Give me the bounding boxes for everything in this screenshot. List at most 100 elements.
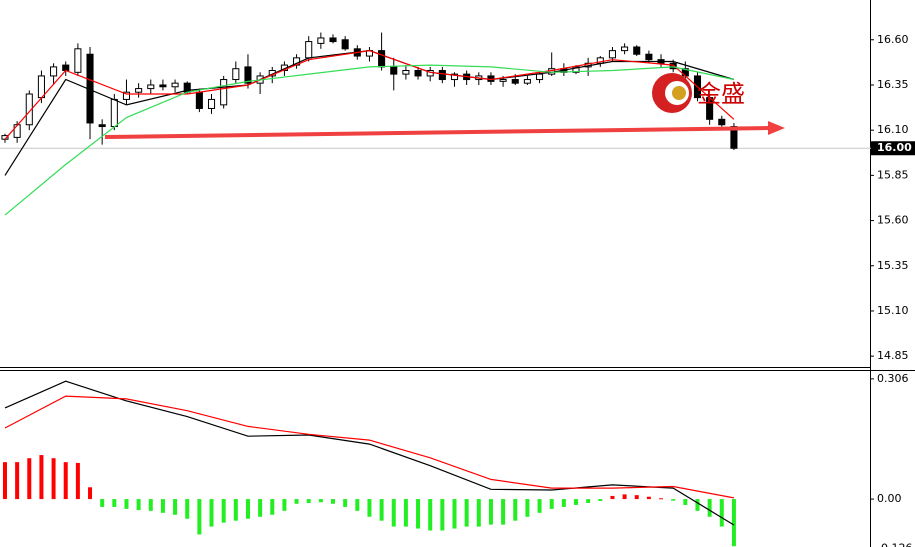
y-tick-label: 15.35: [877, 259, 909, 272]
trend-arrow: [104, 121, 785, 139]
candle-body: [171, 82, 179, 88]
histogram-bar: [731, 499, 736, 547]
candle-body: [390, 66, 398, 75]
histogram-bar: [367, 499, 372, 517]
moving-average: [4, 49, 735, 140]
y-tick-label: 16.35: [877, 78, 909, 91]
y-tick-label: 15.85: [877, 168, 909, 181]
histogram-bar: [136, 499, 141, 511]
histogram-bar: [294, 499, 299, 504]
histogram-bar: [148, 499, 153, 511]
histogram-bar: [659, 498, 664, 500]
candle-body: [621, 46, 629, 52]
candle-body: [98, 124, 106, 128]
candle-body: [608, 50, 616, 59]
histogram-bar: [282, 499, 287, 511]
histogram-bar: [270, 499, 275, 515]
histogram-bar: [428, 499, 433, 531]
histogram-bar: [671, 499, 676, 501]
histogram-bar: [88, 487, 93, 500]
candle-body: [718, 118, 726, 126]
histogram-bar: [343, 499, 348, 507]
candle-body: [244, 66, 252, 84]
histogram-bar: [695, 499, 700, 511]
histogram-bar: [476, 499, 481, 527]
candle-body: [232, 68, 240, 81]
histogram-bar: [318, 499, 323, 503]
candle-body: [341, 39, 349, 50]
histogram-bar: [634, 495, 639, 500]
candle-body: [220, 79, 228, 106]
histogram-bar: [124, 499, 129, 509]
histogram-bar: [403, 499, 408, 527]
candle-body: [633, 46, 641, 55]
candle-body: [572, 66, 580, 73]
candle-body: [438, 70, 446, 81]
histogram-bar: [233, 499, 238, 521]
candle-body: [523, 79, 531, 84]
histogram-bar: [160, 499, 165, 513]
histogram-bar: [331, 499, 336, 504]
candle-body: [110, 98, 118, 128]
y-tick-label: 15.10: [877, 304, 909, 317]
histogram-bar: [416, 499, 421, 529]
candle-body: [207, 98, 216, 109]
candle-body: [147, 84, 155, 90]
candle-body: [195, 91, 203, 109]
y-tick-label: 0.00: [877, 492, 902, 505]
histogram-bar: [197, 499, 202, 535]
histogram-bar: [51, 458, 56, 500]
histogram-bar: [610, 495, 615, 500]
candle-body: [62, 64, 70, 72]
histogram-bar: [683, 499, 688, 505]
candle-body: [378, 50, 386, 68]
histogram-bar: [2, 462, 7, 500]
histogram-bar: [15, 462, 20, 500]
histogram-bar: [173, 499, 178, 515]
y-tick-label: 14.85: [877, 349, 909, 362]
last-price-box: [871, 141, 915, 156]
candle-body: [50, 66, 58, 77]
candle-body: [13, 124, 21, 138]
macd-line: [4, 380, 735, 526]
candle-body: [159, 84, 167, 88]
candle-body: [305, 41, 313, 59]
candle-body: [414, 70, 422, 77]
histogram-bar: [622, 494, 627, 500]
macd-line: [4, 395, 735, 499]
histogram-bar: [63, 462, 68, 500]
histogram-bar: [379, 499, 384, 521]
histogram-bar: [209, 499, 214, 527]
histogram-bar: [488, 499, 493, 525]
y-tick-label: 15.60: [877, 214, 909, 227]
candle-body: [499, 79, 507, 82]
candle-body: [511, 79, 519, 84]
histogram-bar: [719, 499, 724, 527]
histogram-bar: [598, 499, 603, 502]
candle-body: [402, 70, 410, 75]
watermark: 金盛: [697, 80, 745, 108]
histogram-bar: [112, 499, 117, 507]
histogram-bar: [391, 499, 396, 527]
histogram-bar: [537, 499, 542, 513]
candle-body: [1, 135, 9, 140]
histogram-bar: [245, 499, 250, 519]
histogram-bar: [452, 499, 457, 529]
histogram-bar: [646, 496, 651, 500]
candle-body: [669, 62, 677, 70]
candle-body: [37, 75, 45, 99]
candle-body: [329, 37, 337, 43]
y-tick-label: 16.10: [877, 123, 909, 136]
histogram-bar: [258, 499, 263, 517]
y-tick-label: 16.60: [877, 33, 909, 46]
histogram-bar: [185, 499, 190, 519]
histogram-bar: [525, 499, 530, 517]
histogram-bar: [573, 499, 578, 505]
histogram-bar: [440, 499, 445, 531]
candle-body: [135, 88, 143, 93]
y-tick-label: 0.306: [877, 372, 909, 385]
y-tick-label: -0.126: [877, 542, 912, 547]
histogram-bar: [39, 455, 44, 500]
histogram-bar: [549, 499, 554, 509]
histogram-bar: [707, 499, 712, 517]
